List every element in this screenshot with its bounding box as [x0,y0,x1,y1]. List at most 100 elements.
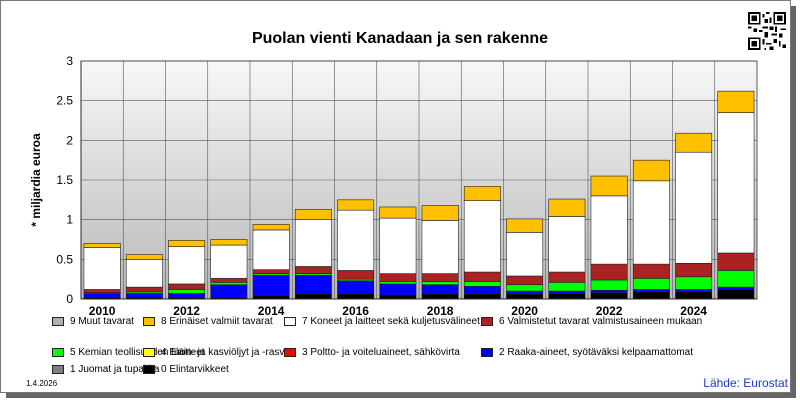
bar-segment [252,274,290,297]
bar-segment [337,199,375,211]
bar-segment [632,263,670,279]
bar-segment [548,293,586,300]
bar-segment [675,276,713,290]
legend-label: 8 Erinäiset valmiit tavarat [161,316,273,327]
legend-label: 5 Kemian teollisuuden tuotteet [70,347,205,358]
bar-segment [717,112,755,254]
y-tick-label: 1.5 [56,173,73,187]
legend-item: 2 Raaka-aineet, syötäväksi kelpaamattoma… [481,347,693,358]
y-tick-label: 3 [66,54,73,68]
bar-segment [337,270,375,280]
legend-label: 1 Juomat ja tupakka [70,364,160,375]
bar-segment [379,283,417,296]
bar-segment [168,239,206,247]
x-tick-label: 2016 [342,304,369,318]
legend-swatch [52,348,64,357]
bar-segment [506,275,544,286]
bar-segment [632,180,670,265]
bar-segment [463,271,501,282]
bar-segment [675,262,713,278]
plot-border [80,60,758,300]
legend-label: 4 Eläin- ja kasviöljyt ja -rasvat [161,347,293,358]
legend-swatch [481,317,493,326]
legend-swatch [481,348,493,357]
chart-title: Puolan vienti Kanadaan ja sen rakenne [251,30,549,47]
bar-segment [294,266,332,274]
bar-segment [125,286,163,293]
bar-segment [337,293,375,300]
date-label: 1.4.2026 [26,379,58,388]
bar-segment [717,90,755,113]
x-tick-label: 2014 [258,304,285,318]
bar-segment [590,175,628,197]
bar-segment [125,254,163,260]
bar-segment [210,282,248,286]
legend-item: 7 Koneet ja laitteet sekä kuljetusväline… [284,316,480,327]
bar-segment [548,282,586,292]
bar-segment [210,244,248,279]
legend-item: 6 Valmistetut tavarat valmistusaineen mu… [481,316,702,327]
bar-segment [294,293,332,300]
bar-segment [590,289,628,293]
bar-segment [548,198,586,217]
bar-segment [421,205,459,221]
bar-segment [675,291,713,300]
bar-segment [506,284,544,292]
legend-label: 3 Poltto- ja voiteluaineet, sähkövirta [302,347,460,358]
bar-segment [210,284,248,298]
y-tick-label: 2.5 [56,94,73,108]
bar-segment [463,286,501,295]
bar-segment [379,217,417,274]
bar-segment [632,159,670,182]
bar-segment [675,132,713,153]
bar-segment [463,200,501,273]
y-tick-label: 2 [66,133,73,147]
frame-shadow-bottom [6,393,796,398]
bar-segment [294,219,332,267]
bar-segment [83,289,121,293]
x-tick-label: 2018 [427,304,454,318]
bar-segment [590,195,628,265]
bar-segment [632,289,670,293]
legend-label: 0 Elintarvikkeet [161,364,229,375]
bar-segment [337,209,375,271]
bar-segment [83,293,121,298]
bar-segment [590,279,628,291]
bar-segment [168,246,206,285]
bar-segment [294,274,332,295]
legend-item: 3 Poltto- ja voiteluaineet, sähkövirta [284,347,460,358]
bar-segment [548,271,586,283]
bar-segment [252,224,290,231]
x-tick-label: 2010 [89,304,116,318]
bar-segment [717,270,755,288]
bar-segment [210,239,248,246]
legend-swatch [52,365,64,374]
legend-label: 7 Koneet ja laitteet sekä kuljetusväline… [302,316,480,327]
bar-segment [548,290,586,294]
x-tick-label: 2024 [680,304,707,318]
bar-segment [252,229,290,270]
y-tick-label: 0 [66,292,73,306]
bar-segment [337,280,375,295]
bar-segment [632,278,670,290]
bar-segment [717,289,755,300]
legend-item: 4 Eläin- ja kasviöljyt ja -rasvat [143,347,293,358]
bar-segment [717,286,755,290]
bar-segment [379,294,417,300]
legend-item: 1 Juomat ja tupakka [52,364,160,375]
bar-segment [506,293,544,300]
legend-item: 8 Erinäiset valmiit tavarat [143,316,273,327]
legend-label: 6 Valmistetut tavarat valmistusaineen mu… [499,316,703,327]
x-tick-label: 2022 [596,304,623,318]
bar-segment [379,206,417,219]
y-tick-label: 0.5 [56,252,73,266]
legend-swatch [284,317,296,326]
bar-segment [590,292,628,300]
bar-segment [210,278,248,283]
bar-segment [463,281,501,287]
bar-segment [125,259,163,288]
bar-segment [632,291,670,300]
bar-segment [421,220,459,274]
bar-segment [168,283,206,290]
bar-segment [590,263,628,281]
